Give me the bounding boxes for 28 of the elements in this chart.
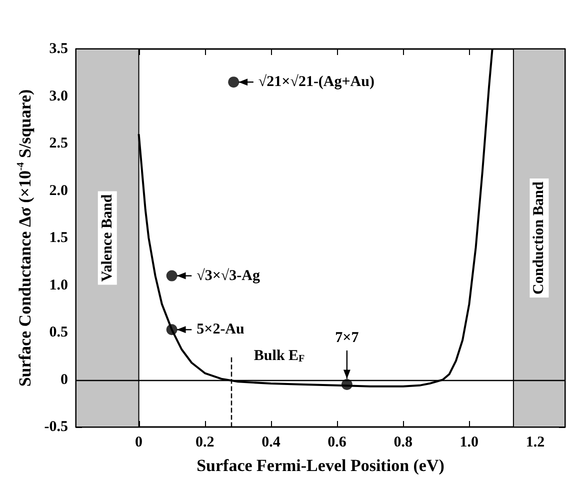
- x-tick-label: 0.2: [195, 434, 214, 450]
- x-tick-label: 0.8: [394, 434, 412, 450]
- x-axis-title: Surface Fermi-Level Position (eV): [196, 456, 444, 475]
- y-axis-title: Surface Conductance Δσ (×10-4 S/square): [15, 89, 34, 387]
- point: [166, 324, 178, 336]
- y-tick-label: 2.5: [49, 136, 68, 152]
- point: [228, 76, 240, 88]
- y-tick-label: 0: [60, 372, 68, 388]
- x-tick-label: 0: [135, 434, 143, 450]
- y-tick-label: 3.0: [49, 88, 68, 104]
- y-tick-label: -0.5: [44, 419, 68, 435]
- annotation: √21×√21-(Ag+Au): [258, 74, 374, 90]
- x-tick-label: 1.0: [460, 434, 479, 450]
- y-tick-label: 2.0: [49, 182, 68, 199]
- band-label: Valence Band: [99, 194, 116, 282]
- y-tick-label: 1.5: [49, 230, 68, 246]
- y-tick-label: 3.5: [49, 41, 68, 57]
- annotation: 7×7: [335, 330, 360, 346]
- y-tick-label: 1.0: [49, 277, 68, 294]
- point: [166, 270, 178, 282]
- x-tick-label: 1.2: [526, 434, 545, 450]
- band-label: Conduction Band: [531, 180, 548, 294]
- point: [341, 378, 352, 390]
- x-tick-label: 0.6: [328, 434, 347, 450]
- y-tick-label: 0.5: [49, 324, 68, 340]
- annotation: 5×2-Au: [196, 322, 244, 338]
- x-tick-label: 0.4: [262, 434, 281, 450]
- annotation: √3×√3-Ag: [196, 268, 260, 284]
